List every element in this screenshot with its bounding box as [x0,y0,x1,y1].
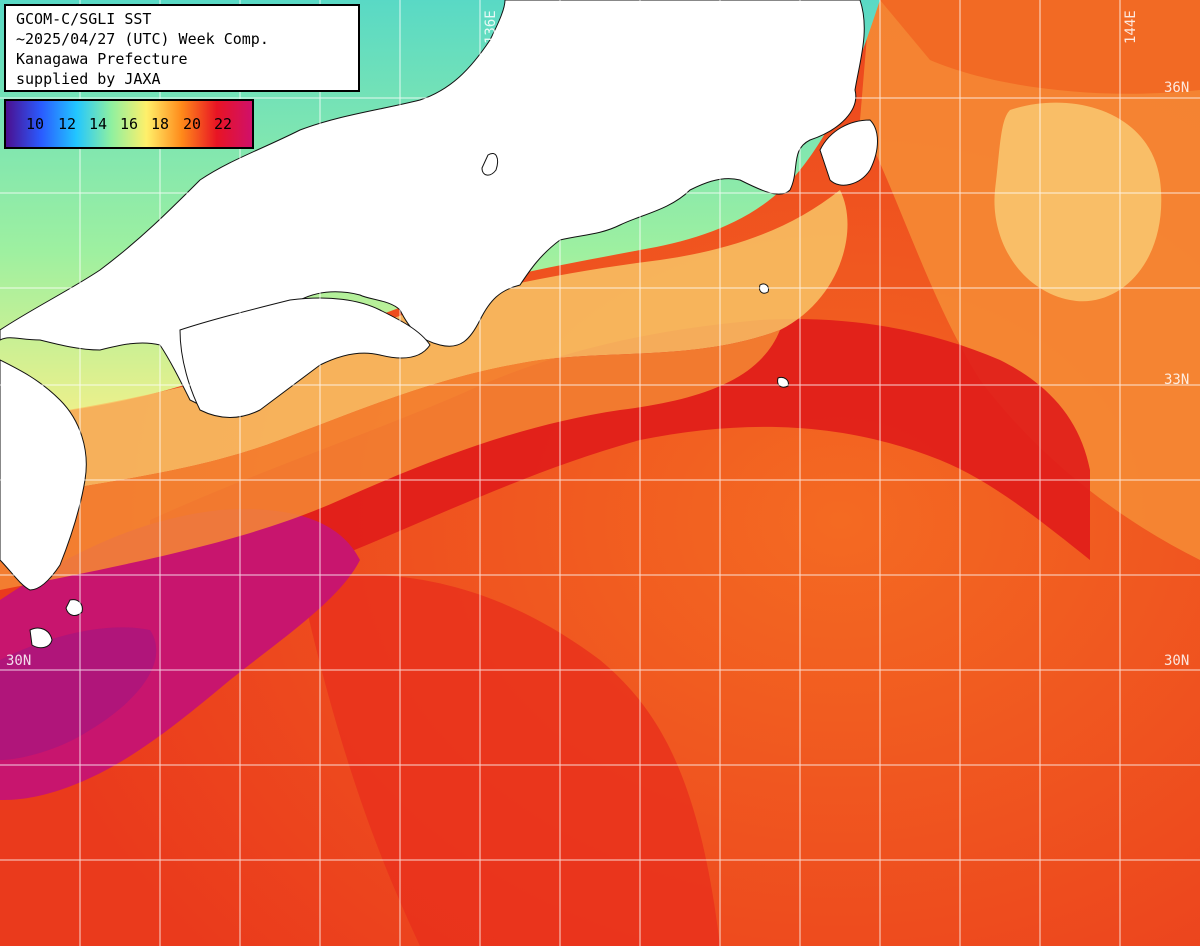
color-scale-legend: 10 12 14 16 18 20 22 [4,99,254,149]
legend-value-22: 22 [214,115,233,133]
land-yakushima [65,599,83,616]
land-boso [819,119,878,186]
land-izu-oshima [759,283,769,294]
title-box: GCOM-C/SGLI SST ~2025/04/27 (UTC) Week C… [4,4,360,92]
kuroshio-current [150,319,1090,620]
legend-value-16: 16 [120,115,139,133]
legend-value-20: 20 [183,115,202,133]
title-line-2: ~2025/04/27 (UTC) Week Comp. [16,30,269,48]
land-kyushu [0,359,87,591]
title-line-1: GCOM-C/SGLI SST [16,10,152,28]
legend-value-14: 14 [89,115,108,133]
color-scale-bar [6,101,252,147]
orange-front [0,330,780,590]
legend-value-12: 12 [58,115,77,133]
lat-label-33n: 33N [1164,372,1190,388]
lat-label-30n: 30N [1164,653,1190,669]
red-band-south [300,574,720,946]
lat-label-36n: 36N [1164,80,1190,96]
land-small-island [481,153,499,176]
legend-value-10: 10 [26,115,45,133]
lon-label-136e: 136E [483,10,499,44]
title-line-4: supplied by JAXA [16,70,161,88]
hot-pool-core [0,627,157,760]
color-scale-labels: 10 12 14 16 18 20 22 [6,101,252,147]
legend-value-18: 18 [151,115,170,133]
land-shikoku [179,297,431,418]
lon-label-144e: 144E [1123,10,1139,44]
title-line-3: Kanagawa Prefecture [16,50,188,68]
lat-label-30n-left: 30N [6,653,32,669]
land-tanegashima [29,627,53,649]
